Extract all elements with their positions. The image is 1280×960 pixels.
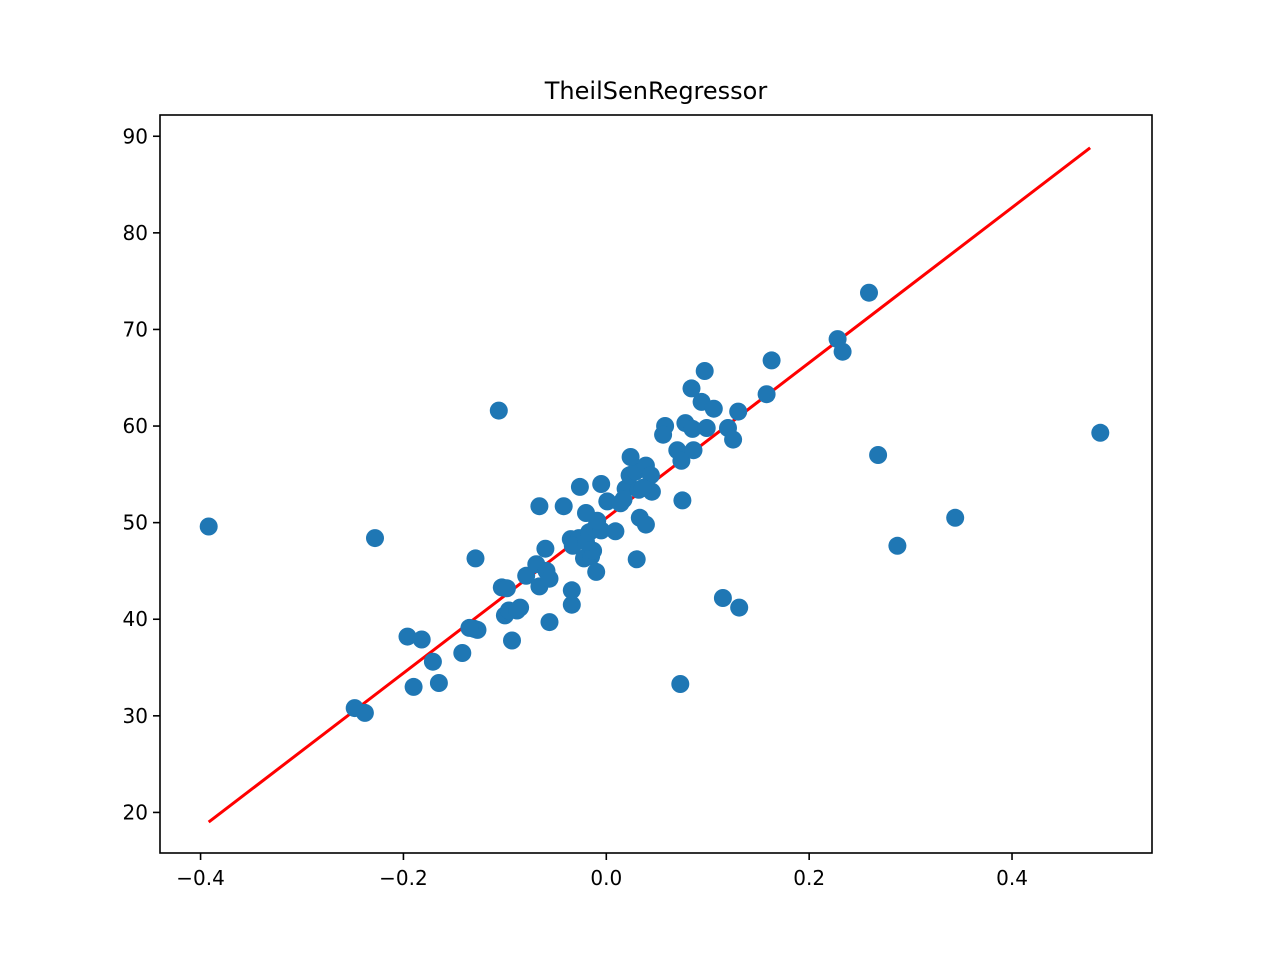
y-tick-label: 70 bbox=[123, 317, 148, 341]
data-point bbox=[729, 402, 748, 421]
data-point bbox=[429, 674, 448, 692]
data-point bbox=[508, 601, 526, 620]
data-point bbox=[713, 589, 732, 607]
data-point bbox=[423, 652, 442, 671]
data-point bbox=[606, 522, 625, 541]
y-tick-label: 50 bbox=[123, 511, 148, 535]
data-point bbox=[503, 631, 521, 650]
data-point bbox=[636, 515, 655, 534]
axes-frame bbox=[159, 114, 1153, 854]
data-point bbox=[695, 362, 714, 380]
data-point bbox=[489, 401, 508, 420]
data-point bbox=[460, 618, 479, 637]
data-point bbox=[673, 491, 692, 510]
x-tick-label: 0.2 bbox=[793, 866, 825, 890]
data-point bbox=[412, 630, 431, 649]
chart-title: TheilSenRegressor bbox=[544, 77, 768, 105]
data-point bbox=[704, 399, 723, 418]
data-point bbox=[1091, 423, 1110, 442]
data-point bbox=[869, 446, 888, 464]
data-point bbox=[627, 550, 646, 569]
data-point bbox=[540, 613, 559, 632]
data-point bbox=[757, 385, 776, 404]
data-point bbox=[724, 430, 743, 449]
data-point bbox=[592, 475, 611, 493]
data-point bbox=[621, 448, 640, 466]
y-axis: 20 30 40 50 60 70 80 90 bbox=[123, 124, 160, 824]
y-tick-label: 90 bbox=[123, 124, 148, 148]
x-axis: −0.4 −0.2 0.0 0.2 0.4 bbox=[176, 853, 1028, 890]
data-point bbox=[466, 549, 485, 568]
data-point bbox=[540, 569, 559, 588]
data-point bbox=[598, 492, 617, 511]
y-tick-label: 20 bbox=[123, 800, 148, 824]
data-point bbox=[762, 351, 781, 370]
data-point bbox=[654, 425, 673, 444]
x-tick-label: 0.0 bbox=[590, 866, 622, 890]
y-tick-label: 80 bbox=[123, 221, 148, 245]
data-point bbox=[946, 508, 965, 527]
data-point bbox=[517, 566, 536, 585]
data-point bbox=[672, 451, 691, 470]
data-point bbox=[536, 539, 555, 558]
data-point bbox=[453, 644, 472, 662]
data-point bbox=[587, 562, 606, 581]
data-point bbox=[671, 675, 690, 693]
x-tick-label: 0.4 bbox=[996, 866, 1028, 890]
data-point bbox=[614, 490, 633, 509]
data-point bbox=[554, 497, 573, 516]
data-point bbox=[497, 579, 516, 598]
x-tick-label: −0.4 bbox=[176, 866, 225, 890]
data-point bbox=[562, 595, 581, 614]
data-point bbox=[684, 441, 703, 460]
data-point bbox=[199, 517, 218, 536]
data-point bbox=[888, 536, 907, 555]
data-point bbox=[570, 477, 589, 496]
data-point bbox=[730, 598, 749, 617]
y-tick-label: 60 bbox=[123, 414, 148, 438]
y-tick-label: 30 bbox=[123, 704, 148, 728]
data-point bbox=[404, 677, 423, 696]
scatter-points bbox=[199, 283, 1110, 722]
data-point bbox=[682, 379, 701, 398]
data-point bbox=[530, 497, 549, 516]
data-point bbox=[860, 283, 878, 302]
data-point bbox=[398, 627, 417, 646]
data-point bbox=[355, 703, 374, 722]
data-point bbox=[633, 478, 652, 497]
data-point bbox=[562, 581, 581, 600]
data-point bbox=[697, 419, 716, 437]
data-point bbox=[577, 504, 595, 522]
data-point bbox=[366, 529, 384, 548]
x-tick-label: −0.2 bbox=[379, 866, 428, 890]
data-point bbox=[833, 342, 852, 361]
y-tick-label: 40 bbox=[123, 607, 148, 631]
data-point bbox=[683, 419, 702, 438]
